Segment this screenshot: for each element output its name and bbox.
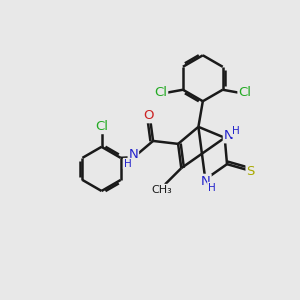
Text: O: O bbox=[143, 110, 154, 122]
Text: S: S bbox=[246, 165, 255, 178]
Text: N: N bbox=[128, 148, 138, 161]
Text: CH₃: CH₃ bbox=[151, 184, 172, 195]
Text: N: N bbox=[224, 130, 233, 142]
Text: H: H bbox=[124, 159, 131, 169]
Text: Cl: Cl bbox=[238, 86, 251, 99]
Text: H: H bbox=[232, 126, 239, 136]
Text: Cl: Cl bbox=[95, 120, 108, 133]
Text: N: N bbox=[201, 175, 211, 188]
Text: H: H bbox=[208, 183, 216, 193]
Text: Cl: Cl bbox=[154, 86, 167, 99]
